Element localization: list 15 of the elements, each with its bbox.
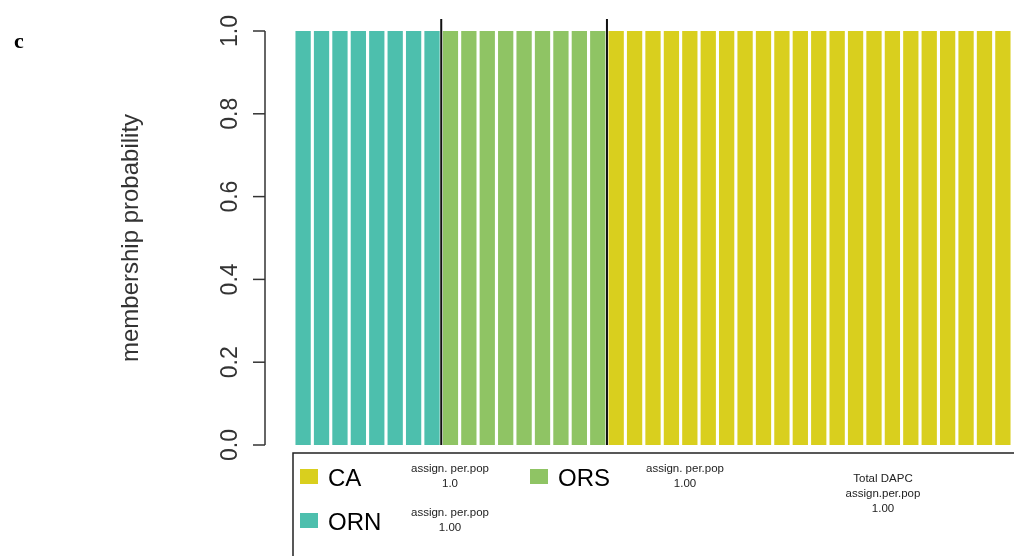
y-tick-label: 0.8	[216, 97, 242, 130]
legend-label: ORS	[558, 464, 611, 491]
y-tick-label: 0.6	[216, 180, 242, 213]
text: assign. per.pop 1.0	[410, 462, 490, 489]
y-axis-title: membership probability	[116, 113, 143, 363]
legend-label: CA	[328, 464, 362, 491]
text: assign. per.pop 1.00	[645, 462, 725, 489]
y-tick-label: 0.0	[216, 429, 242, 461]
text: assign. per.pop 1.00	[410, 506, 490, 533]
y-tick-label: 0.2	[216, 346, 242, 379]
text: c	[14, 28, 24, 53]
y-tick-label: 0.4	[216, 263, 242, 296]
text: Total DAPC assign.per.pop 1.00	[845, 472, 921, 514]
legend-label: ORN	[328, 508, 382, 535]
y-tick-label: 1.0	[216, 15, 242, 47]
